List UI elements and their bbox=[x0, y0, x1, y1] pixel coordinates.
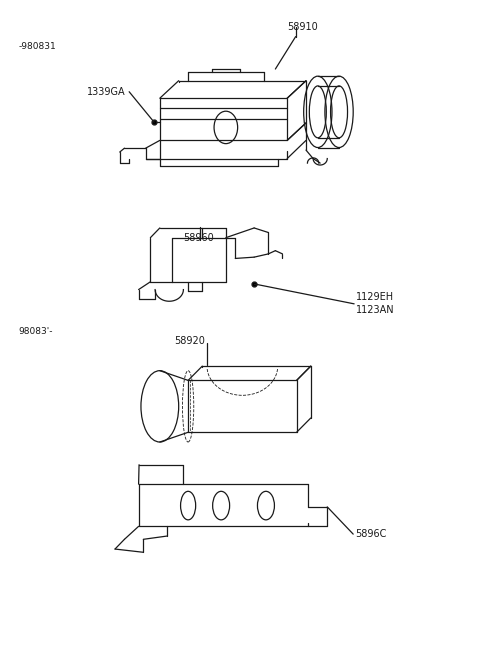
Text: 1339GA: 1339GA bbox=[87, 87, 125, 97]
Text: 98083'-: 98083'- bbox=[18, 327, 53, 336]
Text: 1123AN: 1123AN bbox=[356, 306, 394, 315]
Text: 58960: 58960 bbox=[183, 233, 214, 242]
Text: 5896C: 5896C bbox=[356, 529, 387, 539]
Text: -980831: -980831 bbox=[18, 42, 56, 51]
Text: 58910: 58910 bbox=[287, 22, 318, 32]
Text: 58920: 58920 bbox=[174, 336, 205, 346]
Text: 1129EH: 1129EH bbox=[356, 292, 394, 302]
